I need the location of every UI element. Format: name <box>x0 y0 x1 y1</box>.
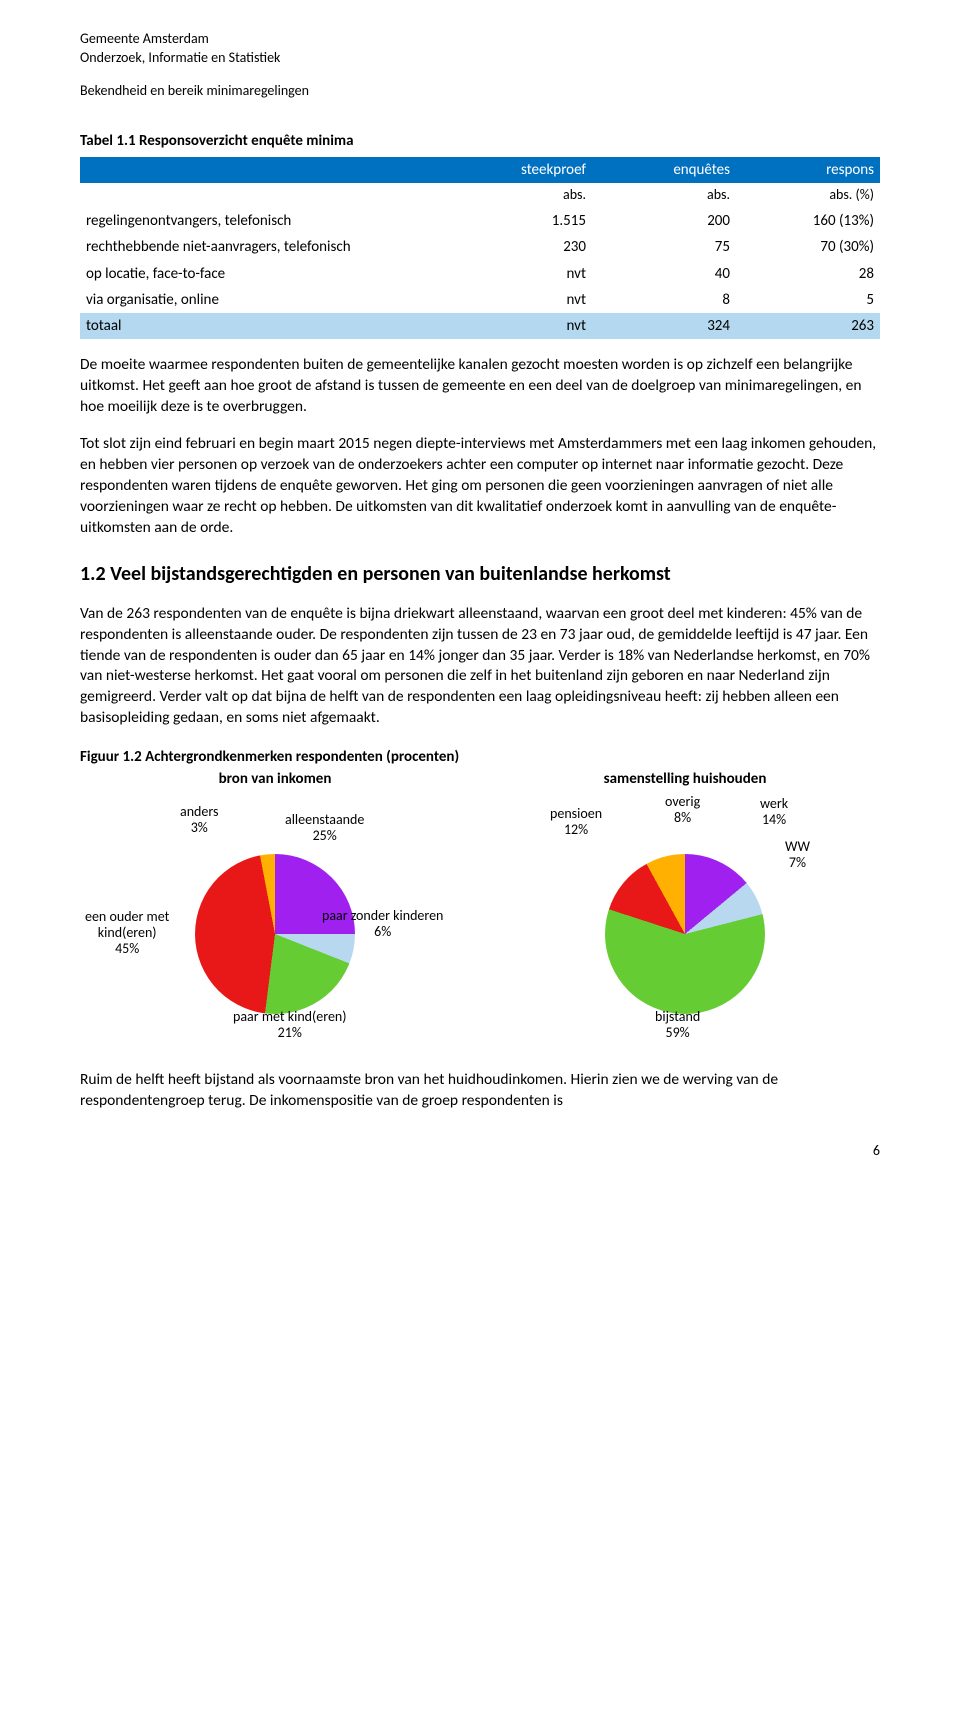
th: respons <box>736 157 880 183</box>
th <box>80 157 448 183</box>
charts-row: bron van inkomen anders3% alleenstaande25… <box>80 769 880 1053</box>
page-number: 6 <box>80 1142 880 1161</box>
pie <box>605 854 765 1014</box>
table-cell: nvt <box>448 261 592 287</box>
table-cell: 160 (13%) <box>736 208 880 234</box>
header-subject: Bekendheid en bereik minimaregelingen <box>80 82 880 101</box>
chart-right: samenstelling huishouden overig8% werk14%… <box>490 769 880 1053</box>
figure-caption: Figuur 1.2 Achtergrondkenmerken responde… <box>80 747 880 767</box>
table-cell: rechthebbende niet-aanvragers, telefonis… <box>80 234 448 260</box>
table-cell: 263 <box>736 313 880 339</box>
paragraph-1: De moeite waarmee respondenten buiten de… <box>80 355 880 418</box>
table-cell: 8 <box>592 287 736 313</box>
pie-label: bijstand59% <box>655 1009 700 1041</box>
pie-label: alleenstaande25% <box>285 812 364 844</box>
table-cell: 28 <box>736 261 880 287</box>
paragraph-3: Van de 263 respondenten van de enquête i… <box>80 604 880 730</box>
table-row: regelingenontvangers, telefonisch1.51520… <box>80 208 880 234</box>
header-dept: Onderzoek, Informatie en Statistiek <box>80 49 880 68</box>
table-cell: nvt <box>448 287 592 313</box>
pie-label: een ouder metkind(eren)45% <box>85 909 169 957</box>
th: abs. (%) <box>736 183 880 208</box>
table-row: rechthebbende niet-aanvragers, telefonis… <box>80 234 880 260</box>
chart-left: bron van inkomen anders3% alleenstaande25… <box>80 769 470 1053</box>
pie-label: WW7% <box>785 839 810 871</box>
table-cell: regelingenontvangers, telefonisch <box>80 208 448 234</box>
th <box>80 183 448 208</box>
pie-label: anders3% <box>180 804 219 836</box>
table-header-row1: steekproef enquêtes respons <box>80 157 880 183</box>
table-header-row2: abs. abs. abs. (%) <box>80 183 880 208</box>
table-row: op locatie, face-to-facenvt4028 <box>80 261 880 287</box>
th: abs. <box>592 183 736 208</box>
pie-label: paar zonder kinderen6% <box>322 908 443 940</box>
response-table: steekproef enquêtes respons abs. abs. ab… <box>80 157 880 339</box>
th: steekproef <box>448 157 592 183</box>
table-row: via organisatie, onlinenvt85 <box>80 287 880 313</box>
pie-label: pensioen12% <box>550 806 602 838</box>
pie-label: overig8% <box>665 794 700 826</box>
pie-chart-2: overig8% werk14% pensioen12% WW7% bijstand59… <box>495 794 875 1054</box>
paragraph-4: Ruim de helft heeft bijstand als voornaa… <box>80 1070 880 1112</box>
table-cell: 230 <box>448 234 592 260</box>
th: enquêtes <box>592 157 736 183</box>
table-cell: 1.515 <box>448 208 592 234</box>
section-heading: 1.2 Veel bijstandsgerechtigden en person… <box>80 561 880 588</box>
table-cell: op locatie, face-to-face <box>80 261 448 287</box>
pie-label: werk14% <box>760 796 788 828</box>
table-cell: 40 <box>592 261 736 287</box>
table-cell: 200 <box>592 208 736 234</box>
pie-chart-1: anders3% alleenstaande25% een ouder metkin… <box>85 794 465 1054</box>
table-cell: 75 <box>592 234 736 260</box>
paragraph-2: Tot slot zijn eind februari en begin maa… <box>80 434 880 539</box>
table-cell: totaal <box>80 313 448 339</box>
table-total-row: totaalnvt324263 <box>80 313 880 339</box>
table-cell: 5 <box>736 287 880 313</box>
header-org: Gemeente Amsterdam <box>80 30 880 49</box>
chart-left-title: bron van inkomen <box>219 769 332 789</box>
table-cell: 70 (30%) <box>736 234 880 260</box>
chart-right-title: samenstelling huishouden <box>604 769 767 789</box>
table-cell: 324 <box>592 313 736 339</box>
table-caption: Tabel 1.1 Responsoverzicht enquête minim… <box>80 131 880 151</box>
table-cell: via organisatie, online <box>80 287 448 313</box>
pie-label: paar met kind(eren)21% <box>233 1009 347 1041</box>
th: abs. <box>448 183 592 208</box>
table-cell: nvt <box>448 313 592 339</box>
